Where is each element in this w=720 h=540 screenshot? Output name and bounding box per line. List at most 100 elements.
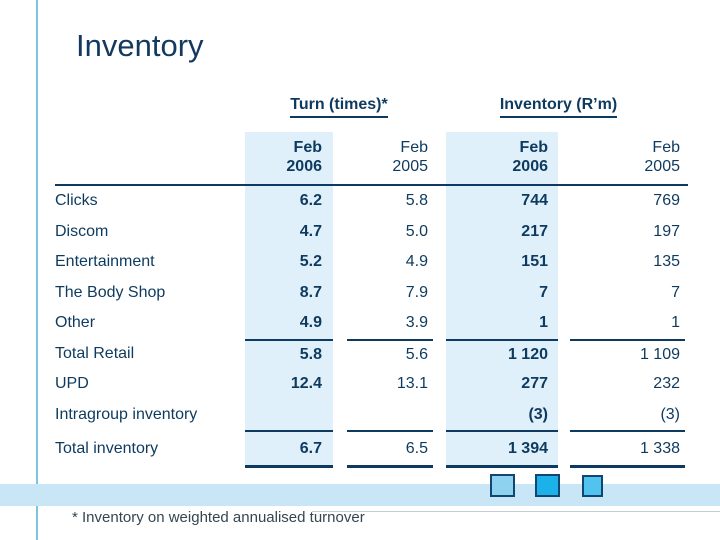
table-row-the-body-shop: The Body Shop 8.7 7.9 7 7 xyxy=(55,278,688,309)
column-gap xyxy=(558,400,570,431)
bottom-accent-band xyxy=(0,484,720,506)
turn-feb2005-value xyxy=(347,400,433,431)
column-header-year: 2006 xyxy=(512,157,548,175)
column-header-spacer xyxy=(55,134,245,184)
turn-feb2005-value: 6.5 xyxy=(347,430,433,468)
turn-feb2005-value: 5.6 xyxy=(347,338,433,370)
column-gap xyxy=(558,217,570,248)
column-header-row: Feb 2006 Feb 2005 Feb 2006 Feb 2005 xyxy=(55,134,688,186)
group-header-inventory-label: Inventory (R’m) xyxy=(499,96,618,118)
turn-feb2005-value: 5.0 xyxy=(405,222,428,240)
column-gap xyxy=(433,339,446,370)
inventory-feb2006-value: 744 xyxy=(521,192,548,210)
decorative-square-dark xyxy=(535,474,560,497)
table-row-upd: UPD 12.4 13.1 277 232 xyxy=(55,369,688,400)
column-header-inventory-feb2006: Feb 2006 xyxy=(446,134,558,184)
column-gap xyxy=(333,308,347,339)
column-gap xyxy=(433,308,446,339)
turn-feb2006-value: 8.7 xyxy=(299,283,322,301)
inventory-feb2005-value: 7 xyxy=(671,283,680,301)
turn-feb2006-value: 6.7 xyxy=(245,430,333,468)
turn-feb2006-value: 6.2 xyxy=(299,192,322,210)
group-header-turn-label: Turn (times)* xyxy=(290,96,388,118)
column-gap xyxy=(558,186,570,217)
column-gap xyxy=(433,247,446,278)
column-header-turn-feb2005: Feb 2005 xyxy=(347,134,433,184)
column-gap xyxy=(433,400,446,431)
turn-feb2006-value: 12.4 xyxy=(290,375,322,393)
table-row-discom: Discom 4.7 5.0 217 197 xyxy=(55,217,688,248)
slide-title: Inventory xyxy=(76,28,204,63)
column-gap xyxy=(433,430,446,468)
inventory-feb2006-value: 1 120 xyxy=(446,338,558,370)
column-header-year: 2006 xyxy=(286,157,322,175)
row-label: Total Retail xyxy=(55,344,135,362)
inventory-feb2006-value: 217 xyxy=(521,222,548,240)
decorative-square-mid xyxy=(582,475,603,497)
column-gap xyxy=(333,247,347,278)
column-header-month: Feb xyxy=(519,138,548,156)
column-header-inventory-feb2005: Feb 2005 xyxy=(570,134,685,184)
column-gap xyxy=(333,134,347,184)
table-row-total-inventory: Total inventory 6.7 6.5 1 394 1 338 xyxy=(55,430,688,468)
turn-feb2006-value xyxy=(245,400,333,431)
table-row-intragroup-inventory: Intragroup inventory (3) (3) xyxy=(55,400,688,431)
group-header-row: Turn (times)* Inventory (R’m) xyxy=(55,96,688,134)
column-header-year: 2005 xyxy=(392,157,428,175)
column-gap xyxy=(433,134,446,184)
footnote-text: * Inventory on weighted annualised turno… xyxy=(72,509,365,526)
row-label: Intragroup inventory xyxy=(55,405,198,423)
inventory-feb2005-value: 1 109 xyxy=(570,338,685,370)
row-label: The Body Shop xyxy=(55,283,166,301)
row-label: Entertainment xyxy=(55,253,155,271)
column-gap xyxy=(333,217,347,248)
column-gap xyxy=(558,134,570,184)
column-gap xyxy=(433,217,446,248)
column-header-month: Feb xyxy=(652,138,680,156)
table-row-clicks: Clicks 6.2 5.8 744 769 xyxy=(55,186,688,217)
inventory-table: Turn (times)* Inventory (R’m) Feb 2006 F… xyxy=(55,96,688,468)
inventory-feb2006-value: (3) xyxy=(528,405,548,423)
inventory-feb2005-value: 135 xyxy=(653,253,680,271)
table-row-total-retail: Total Retail 5.8 5.6 1 120 1 109 xyxy=(55,338,688,370)
column-gap xyxy=(558,278,570,309)
inventory-feb2006-value: 1 xyxy=(539,314,548,332)
turn-feb2005-value: 7.9 xyxy=(405,283,428,301)
column-gap xyxy=(333,339,347,370)
column-gap xyxy=(433,369,446,400)
inventory-feb2006-value: 1 394 xyxy=(446,430,558,468)
highlight-column-turn-feb2006 xyxy=(245,132,333,468)
inventory-feb2006-value: 277 xyxy=(521,375,548,393)
column-header-turn-feb2006: Feb 2006 xyxy=(245,134,333,184)
decorative-square-light xyxy=(490,474,515,497)
table-row-other: Other 4.9 3.9 1 1 xyxy=(55,308,688,339)
inventory-feb2006-value: 7 xyxy=(539,283,548,301)
column-gap xyxy=(558,430,570,468)
row-label: UPD xyxy=(55,375,89,393)
inventory-feb2005-value: 1 xyxy=(671,314,680,332)
column-gap xyxy=(333,186,347,217)
column-gap xyxy=(333,278,347,309)
column-gap xyxy=(558,369,570,400)
inventory-feb2005-value: (3) xyxy=(660,405,680,423)
table-row-entertainment: Entertainment 5.2 4.9 151 135 xyxy=(55,247,688,278)
footnote-divider-rule xyxy=(312,511,720,512)
column-gap xyxy=(558,339,570,370)
column-gap xyxy=(433,278,446,309)
row-label: Total inventory xyxy=(55,440,159,457)
column-gap xyxy=(558,308,570,339)
column-gap xyxy=(558,247,570,278)
turn-feb2005-value: 3.9 xyxy=(405,314,428,332)
turn-feb2005-value: 5.8 xyxy=(405,192,428,210)
column-header-month: Feb xyxy=(293,138,322,156)
column-gap xyxy=(333,369,347,400)
turn-feb2005-value: 4.9 xyxy=(405,253,428,271)
column-gap xyxy=(333,400,347,431)
inventory-feb2005-value: 232 xyxy=(653,375,680,393)
turn-feb2006-value: 4.9 xyxy=(299,314,322,332)
group-header-turn: Turn (times)* xyxy=(245,96,433,118)
column-gap xyxy=(333,430,347,468)
inventory-feb2005-value: 1 338 xyxy=(570,430,685,468)
row-label: Discom xyxy=(55,222,109,240)
highlight-column-inventory-feb2006 xyxy=(446,132,558,468)
